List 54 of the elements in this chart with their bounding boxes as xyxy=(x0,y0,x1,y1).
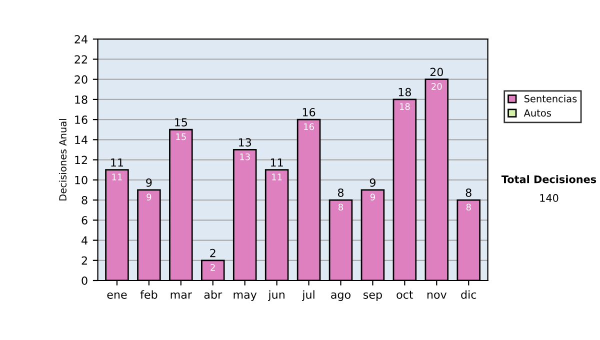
data-label: 9 xyxy=(370,194,375,200)
x-tick-label: jun xyxy=(268,290,284,301)
data-label: 9 xyxy=(146,194,152,200)
data-label: 18 xyxy=(400,103,410,110)
y-tick-label: 8 xyxy=(82,196,88,204)
data-label: 13 xyxy=(240,153,250,160)
total-label: 9 xyxy=(370,178,376,187)
y-axis-title: Decisiones Anual xyxy=(58,119,66,200)
data-label: 8 xyxy=(338,204,344,211)
text: Total Decisiones xyxy=(501,175,596,184)
legend-label: Autos xyxy=(524,109,551,117)
x-tick-label: feb xyxy=(140,290,158,299)
total-label: 18 xyxy=(398,88,411,96)
y-tick-label: 20 xyxy=(74,75,88,84)
total-label: 11 xyxy=(111,158,124,167)
x-tick-label: jul xyxy=(302,290,314,301)
x-tick-label: sep xyxy=(363,292,382,301)
x-tick-label: abr xyxy=(204,290,222,299)
data-label: 20 xyxy=(432,83,442,90)
x-tick-label: nov xyxy=(427,292,447,299)
y-tick-label: 0 xyxy=(82,276,88,285)
y-tick-label: 6 xyxy=(82,216,88,225)
total-label: 11 xyxy=(270,158,283,167)
text: 140 xyxy=(540,194,558,202)
y-tick-label: 4 xyxy=(82,236,88,244)
data-label: 8 xyxy=(466,204,471,211)
y-tick-label: 2 xyxy=(82,256,87,265)
total-label: 20 xyxy=(430,68,443,76)
x-tick-label: oct xyxy=(396,290,414,299)
data-label: 16 xyxy=(304,123,314,130)
total-label: 8 xyxy=(466,188,472,197)
x-tick-label: may xyxy=(234,292,257,301)
total-label: 15 xyxy=(175,118,188,126)
data-label: 2 xyxy=(210,264,215,271)
y-tick-label: 16 xyxy=(75,116,88,124)
total-label: 13 xyxy=(239,138,252,147)
x-tick-label: ago xyxy=(331,292,350,301)
x-tick-label: ene xyxy=(107,292,127,299)
data-label: 11 xyxy=(112,174,122,180)
y-tick-label: 22 xyxy=(74,55,87,64)
total-label: 2 xyxy=(210,248,216,258)
y-tick-label: 24 xyxy=(74,35,88,44)
y-tick-label: 10 xyxy=(75,176,88,184)
y-tick-label: 18 xyxy=(75,95,88,104)
y-tick-label: 12 xyxy=(75,156,87,164)
legend-label: Sentencias xyxy=(524,94,577,102)
x-tick-label: dic xyxy=(461,290,476,299)
total-label: 16 xyxy=(302,108,316,116)
y-tick-label: 14 xyxy=(75,136,88,144)
data-label: 15 xyxy=(176,133,186,140)
total-label: 8 xyxy=(338,188,344,197)
x-tick-label: mar xyxy=(170,292,192,299)
data-label: 11 xyxy=(272,174,282,180)
total-label: 9 xyxy=(146,178,152,187)
